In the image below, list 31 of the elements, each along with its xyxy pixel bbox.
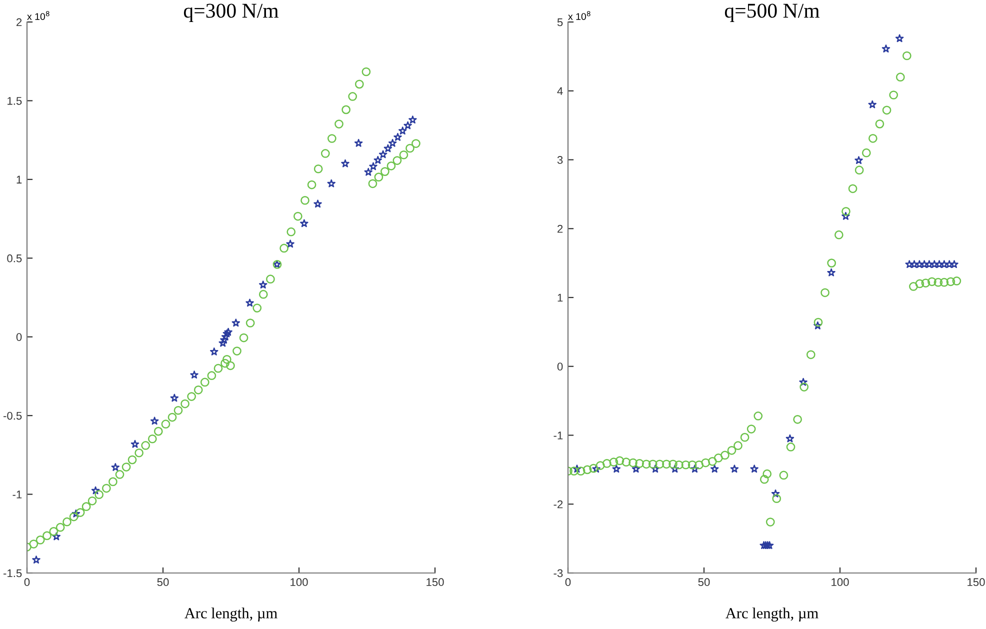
y-tick-label: 2 — [558, 224, 563, 233]
y-tick-label: 4 — [557, 87, 563, 95]
x-tick-label: 100 — [290, 578, 308, 586]
y-tick-label: -1 — [12, 490, 22, 498]
y-tick-label: -1.5 — [3, 569, 22, 578]
y-tick-label: 1 — [558, 294, 563, 302]
x-tick-label: 0 — [24, 578, 30, 586]
y-tick-label: 0.5 — [7, 254, 22, 262]
y-tick-label: 1 — [16, 176, 22, 184]
y-tick-label: -0.5 — [3, 412, 22, 420]
y-tick-label: -1 — [554, 432, 563, 440]
text: x 10$^{8}$ — [27, 11, 50, 20]
x-tick-label: 0 — [565, 578, 571, 586]
chart-title: q=300 N/m — [184, 4, 279, 22]
x-tick-label: 50 — [157, 578, 169, 586]
y-tick-label: 5 — [557, 18, 563, 26]
y-tick-label: 0 — [557, 362, 563, 371]
y-tick-label: 3 — [557, 156, 563, 164]
x-tick-label: 50 — [698, 578, 710, 586]
y-tick-label: 2 — [16, 18, 22, 26]
y-tick-label: 0 — [16, 333, 22, 341]
y-tick-label: 1.5 — [8, 97, 22, 105]
x-tick-label: 150 — [426, 578, 444, 586]
x-axis-title: Arc length, µm — [184, 608, 278, 622]
x-tick-label: 150 — [968, 578, 985, 586]
x-axis-title: Arc length, µm — [726, 608, 818, 622]
chart-title: q=500 N/m — [724, 4, 820, 22]
y-tick-label: -3 — [554, 569, 563, 578]
x-tick-label: 100 — [832, 578, 849, 586]
text: x 10$^{8}$ — [568, 11, 590, 20]
y-tick-label: -2 — [554, 500, 563, 508]
